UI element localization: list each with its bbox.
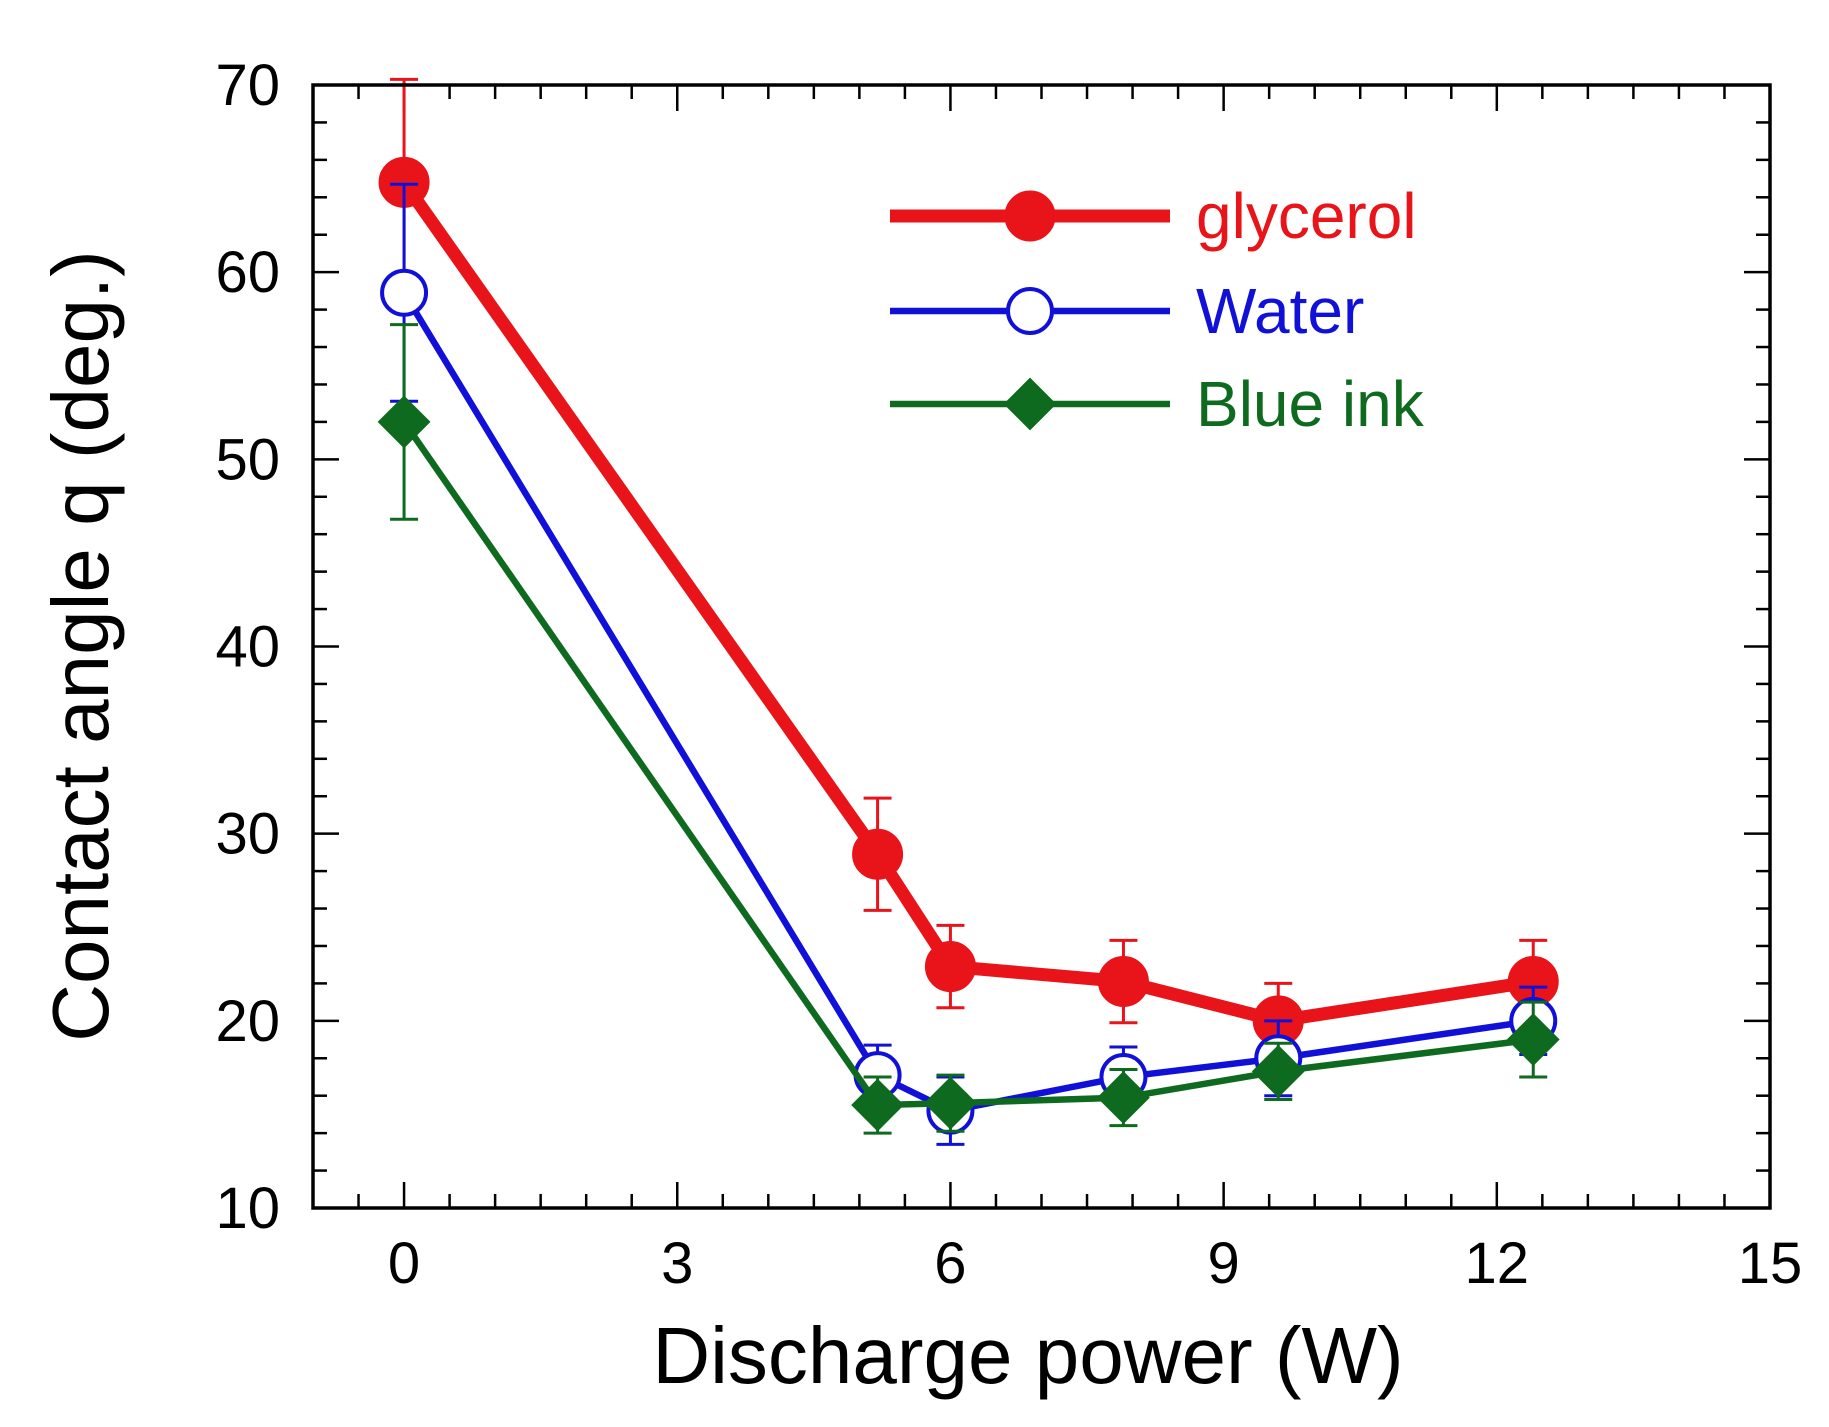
y-tick-label: 10 bbox=[215, 1176, 280, 1241]
blue-ink-point bbox=[851, 1078, 905, 1132]
glycerol-point bbox=[1097, 956, 1149, 1008]
y-axis-title: Contact angle q (deg.) bbox=[36, 250, 125, 1042]
blue-ink-point bbox=[1506, 1013, 1560, 1066]
x-tick-label: 0 bbox=[388, 1231, 420, 1296]
blue-ink-point bbox=[1251, 1044, 1305, 1098]
legend-label-glycerol: glycerol bbox=[1196, 180, 1417, 252]
x-tick-label: 3 bbox=[661, 1231, 693, 1296]
glycerol-line bbox=[398, 178, 1535, 1028]
legend-glycerol-point bbox=[1004, 190, 1056, 242]
glycerol-point bbox=[852, 828, 904, 880]
blue-ink-line bbox=[401, 420, 1534, 1109]
x-tick-label: 15 bbox=[1738, 1231, 1803, 1296]
y-tick-label: 40 bbox=[215, 615, 280, 680]
legend-label-blue-ink: Blue ink bbox=[1196, 368, 1425, 440]
legend-blue-ink-point bbox=[1003, 377, 1057, 431]
x-tick-label: 6 bbox=[934, 1231, 966, 1296]
x-axis-title: Discharge power (W) bbox=[652, 1311, 1403, 1400]
glycerol-point bbox=[924, 941, 976, 993]
legend: glycerol Water Blue ink bbox=[890, 180, 1425, 440]
plot-frame bbox=[311, 83, 1772, 1210]
blue-ink-point bbox=[377, 395, 431, 449]
blue-ink-point bbox=[924, 1076, 977, 1130]
y-tick-label: 70 bbox=[215, 53, 280, 118]
axis-ticks bbox=[311, 83, 1772, 1210]
blue-ink-point bbox=[1097, 1071, 1150, 1124]
water-point bbox=[380, 268, 429, 317]
x-tick-label: 9 bbox=[1207, 1231, 1239, 1296]
tick-labels: 0 3 6 9 12 15 10 20 30 40 50 60 70 bbox=[215, 53, 1802, 1296]
legend-label-water: Water bbox=[1196, 275, 1364, 347]
y-tick-label: 50 bbox=[215, 427, 280, 492]
y-tick-label: 20 bbox=[215, 989, 280, 1054]
y-tick-label: 60 bbox=[215, 240, 280, 305]
y-tick-label: 30 bbox=[215, 802, 280, 867]
data-series bbox=[377, 77, 1560, 1146]
water-line bbox=[401, 291, 1534, 1114]
legend-water-point bbox=[1006, 287, 1054, 335]
x-tick-label: 12 bbox=[1465, 1231, 1530, 1296]
series-blue-ink bbox=[377, 323, 1560, 1135]
